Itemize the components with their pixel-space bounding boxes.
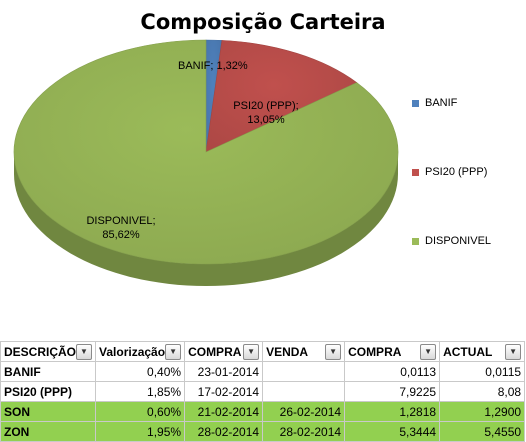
data-label-banif: BANIF; 1,32%: [178, 59, 248, 73]
data-label-disponivel-name: DISPONIVEL;: [86, 215, 156, 227]
cell-data-compra[interactable]: 17-02-2014: [184, 381, 264, 402]
portfolio-table: DESCRIÇÃO ▼ Valorização ▼ COMPRA ▼ VENDA ▼ C…: [0, 341, 526, 442]
pie-chart-svg: [13, 39, 399, 286]
table-header-row: DESCRIÇÃO ▼ Valorização ▼ COMPRA ▼ VENDA ▼ C…: [0, 341, 526, 362]
cell-actual[interactable]: 5,4550: [439, 421, 526, 442]
cell-compra[interactable]: 0,0113: [344, 361, 441, 382]
cell-compra[interactable]: 1,2818: [344, 401, 441, 422]
data-label-disponivel: DISPONIVEL; 85,62%: [76, 214, 166, 242]
cell-compra[interactable]: 5,3444: [344, 421, 441, 442]
legend-item-banif: BANIF: [412, 97, 457, 109]
pie-side-2: [14, 152, 398, 286]
cell-descricao[interactable]: SON: [0, 401, 97, 422]
table-row: ZON 1,95% 28-02-2014 28-02-2014 5,3444 5,4550: [0, 421, 526, 442]
cell-data-venda[interactable]: 26-02-2014: [262, 401, 346, 422]
pie-chart-area: Composição Carteira BANIF; 1,32% PSI20 (…: [13, 10, 492, 286]
header-compra-price: COMPRA ▼: [344, 341, 441, 362]
portfolio-table-area: DESCRIÇÃO ▼ Valorização ▼ COMPRA ▼ VENDA ▼ C…: [0, 341, 526, 442]
header-valorizacao-label: Valorização: [99, 344, 166, 359]
header-actual: ACTUAL ▼: [439, 341, 526, 362]
filter-dropdown-icon[interactable]: ▼: [165, 343, 182, 360]
cell-valorizacao[interactable]: 1,85%: [95, 381, 186, 402]
data-label-psi20-name: PSI20 (PPP);: [233, 100, 299, 112]
cell-data-venda[interactable]: 28-02-2014: [262, 421, 346, 442]
legend-swatch-psi20: [412, 168, 419, 176]
table-row: SON 0,60% 21-02-2014 26-02-2014 1,2818 1,2900: [0, 401, 526, 422]
data-label-banif-text: BANIF; 1,32%: [178, 60, 248, 72]
legend-label-psi20: PSI20 (PPP): [425, 166, 488, 178]
legend-item-psi20: PSI20 (PPP): [412, 166, 487, 178]
legend-swatch-disponivel: [412, 237, 419, 245]
header-compra-price-label: COMPRA: [348, 344, 402, 359]
filter-dropdown-icon[interactable]: ▼: [243, 343, 260, 360]
cell-descricao[interactable]: ZON: [0, 421, 97, 442]
cell-data-venda[interactable]: [262, 361, 346, 382]
cell-compra[interactable]: 7,9225: [344, 381, 441, 402]
legend-label-disponivel: DISPONIVEL: [425, 235, 492, 247]
table-row: PSI20 (PPP) 1,85% 17-02-2014 7,9225 8,08: [0, 381, 526, 402]
pie-slice-psi20-ppp-: [205, 40, 358, 153]
cell-actual[interactable]: 0,0115: [439, 361, 526, 382]
legend-label-banif: BANIF: [425, 97, 458, 109]
data-label-disponivel-value: 85,62%: [102, 229, 140, 241]
header-compra-date-label: COMPRA: [188, 344, 242, 359]
cell-actual[interactable]: 8,08: [439, 381, 526, 402]
header-venda-label: VENDA: [266, 344, 309, 359]
cell-descricao[interactable]: BANIF: [0, 361, 97, 382]
table-row: BANIF 0,40% 23-01-2014 0,0113 0,0115: [0, 361, 526, 382]
header-actual-label: ACTUAL: [443, 344, 493, 359]
legend-item-disponivel: DISPONIVEL: [412, 235, 491, 247]
header-compra-date: COMPRA ▼: [184, 341, 264, 362]
header-venda: VENDA ▼: [262, 341, 346, 362]
cell-data-compra[interactable]: 28-02-2014: [184, 421, 264, 442]
filter-dropdown-icon[interactable]: ▼: [505, 343, 522, 360]
header-valorizacao: Valorização ▼: [95, 341, 186, 362]
filter-dropdown-icon[interactable]: ▼: [325, 343, 342, 360]
data-label-psi20-value: 13,05%: [247, 114, 285, 126]
cell-data-compra[interactable]: 23-01-2014: [184, 361, 264, 382]
table-body: BANIF 0,40% 23-01-2014 0,0113 0,0115 PSI20 (P…: [0, 361, 526, 442]
pie-slice-disponivel: [13, 39, 399, 265]
header-descricao: DESCRIÇÃO ▼: [0, 341, 97, 362]
cell-valorizacao[interactable]: 1,95%: [95, 421, 186, 442]
filter-dropdown-icon[interactable]: ▼: [76, 343, 93, 360]
data-label-psi20: PSI20 (PPP); 13,05%: [226, 99, 306, 127]
legend-swatch-banif: [412, 99, 419, 107]
cell-valorizacao[interactable]: 0,40%: [95, 361, 186, 382]
cell-actual[interactable]: 1,2900: [439, 401, 526, 422]
header-descricao-label: DESCRIÇÃO: [4, 344, 77, 359]
cell-data-compra[interactable]: 21-02-2014: [184, 401, 264, 422]
cell-valorizacao[interactable]: 0,60%: [95, 401, 186, 422]
filter-dropdown-icon[interactable]: ▼: [420, 343, 437, 360]
cell-data-venda[interactable]: [262, 381, 346, 402]
cell-descricao[interactable]: PSI20 (PPP): [0, 381, 97, 402]
chart-title: Composição Carteira: [140, 10, 386, 34]
